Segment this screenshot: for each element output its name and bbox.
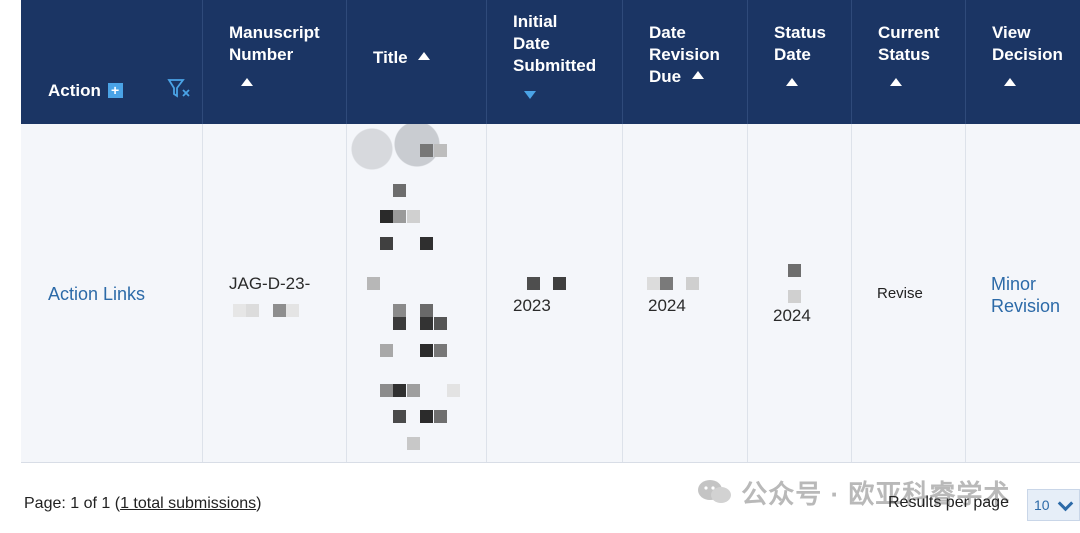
header-view-decision[interactable]: View Decision (966, 0, 1080, 124)
redacted-pixel (553, 277, 566, 290)
decision-link-line: Revision (991, 296, 1061, 316)
cell-action: Action Links (21, 124, 203, 462)
header-manuscript-number[interactable]: Manuscript Number (203, 0, 347, 124)
results-per-page-select[interactable]: 10 (1027, 489, 1080, 521)
header-label: Initial (513, 12, 558, 31)
cell-status-date: 2024 (748, 124, 852, 462)
sort-asc-icon[interactable] (691, 71, 704, 79)
header-action: Action + (21, 0, 203, 124)
manuscript-number: JAG-D-23- (229, 274, 311, 293)
wechat-icon (697, 479, 733, 512)
filter-clear-icon[interactable] (167, 78, 191, 106)
header-label: Title (373, 48, 408, 67)
add-icon[interactable]: + (107, 83, 123, 98)
header-label: Number (229, 45, 294, 64)
sort-desc-icon[interactable] (524, 91, 536, 99)
watermark: 公众号 · 欧亚科睿学术 (697, 474, 1010, 512)
header-label: Decision (992, 45, 1063, 64)
table-row: Action Links JAG-D-23- (21, 124, 1080, 463)
decision-link-line: Minor (991, 274, 1037, 294)
header-label: Due (649, 67, 682, 86)
cell-current-status: Revise (852, 124, 966, 462)
redacted-pixel (647, 277, 660, 290)
redacted-pixel (660, 277, 673, 290)
header-initial-date[interactable]: Initial Date Submitted (487, 0, 623, 124)
header-label: Submitted (513, 56, 597, 75)
cell-view-decision: Minor Revision (966, 124, 1080, 462)
header-current-status[interactable]: Current Status (852, 0, 966, 124)
watermark-text: 公众号 · 欧亚科睿学术 (741, 479, 1011, 509)
redacted-pixel (788, 264, 801, 277)
results-per-page-label: Results per page (888, 494, 1009, 511)
chevron-down-icon (1057, 495, 1074, 512)
header-label: Status (774, 23, 826, 42)
header-label: Current (878, 23, 940, 42)
sort-asc-icon[interactable] (1004, 78, 1016, 86)
redacted-pixel (788, 290, 801, 303)
current-status: Revise (877, 285, 923, 302)
header-title[interactable]: Title (347, 0, 487, 124)
cell-revision-due: 2024 (623, 124, 748, 462)
cell-manuscript-number: JAG-D-23- (203, 124, 347, 462)
cell-title (347, 124, 487, 462)
action-links[interactable]: Action Links (48, 284, 146, 304)
header-action-label: Action (48, 81, 101, 100)
revision-due-date: 2024 (648, 296, 686, 315)
page-prefix: Page: 1 of 1 ( (24, 495, 121, 512)
page-suffix: ) (256, 495, 262, 512)
results-per-page-value: 10 (1034, 497, 1050, 513)
redacted-pixel (686, 277, 699, 290)
header-label: Manuscript (229, 23, 320, 42)
header-label: Revision (649, 45, 720, 64)
sort-asc-icon[interactable] (786, 78, 798, 86)
table-header: Action + Manuscript Number Title Initial… (21, 0, 1080, 124)
pagination-info: Page: 1 of 1 (1 total submissions) (24, 495, 261, 513)
initial-date: 2023 (513, 296, 551, 315)
decision-link[interactable]: Minor Revision (991, 273, 1060, 317)
sort-asc-icon[interactable] (418, 52, 431, 60)
cell-initial-date: 2023 (487, 124, 623, 462)
status-date: 2024 (773, 306, 811, 325)
header-label: View (992, 23, 1031, 42)
header-revision-due[interactable]: Date Revision Due (623, 0, 748, 124)
header-label: Date (649, 23, 686, 42)
header-status-date[interactable]: Status Date (748, 0, 852, 124)
redacted-pixel (527, 277, 540, 290)
sort-asc-icon[interactable] (241, 78, 253, 86)
header-label: Date (774, 45, 811, 64)
header-label: Date (513, 34, 550, 53)
header-label: Status (878, 45, 930, 64)
sort-asc-icon[interactable] (890, 78, 902, 86)
total-submissions-link[interactable]: 1 total submissions (120, 495, 257, 512)
